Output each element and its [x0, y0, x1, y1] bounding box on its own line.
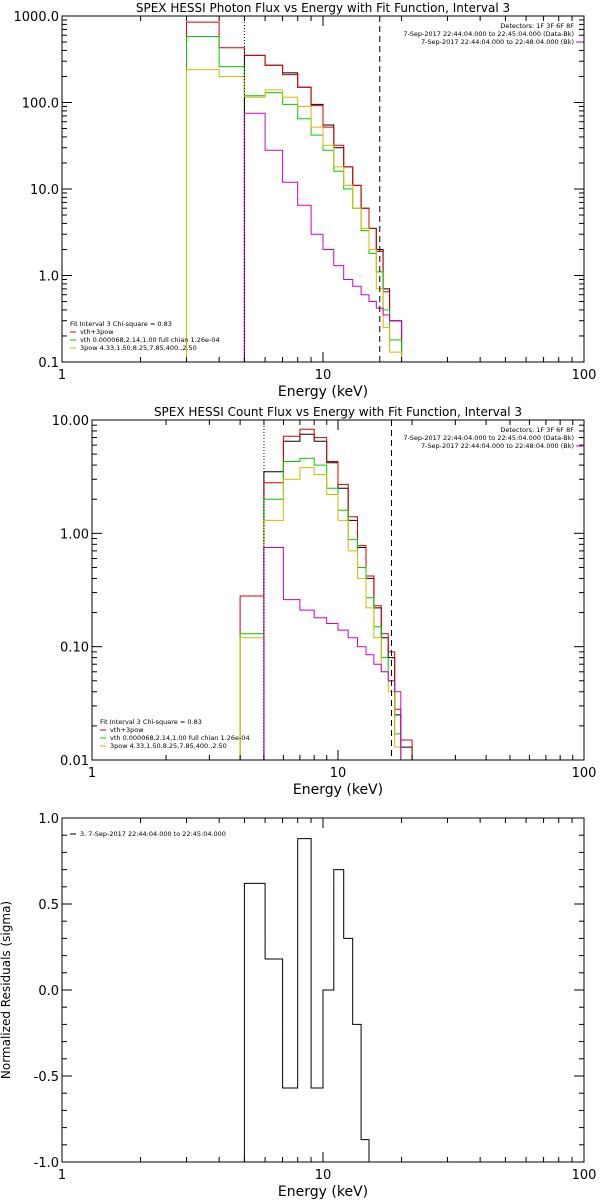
panel2-series-1	[239, 428, 413, 760]
panel3-ytick-label-0: -1.0	[34, 1156, 59, 1171]
panel3-ytick-label-3: 0.5	[38, 898, 59, 913]
panel3-ytick-label-4: 1.0	[38, 812, 59, 827]
panel2-ytick-label-1: 0.10	[60, 641, 89, 656]
panel2-info-2: 7-Sep-2017 22:44:04.000 to 22:48:04.000 …	[421, 442, 574, 450]
panel3-legend-0: 3. 7-Sep-2017 22:44:04.000 to 22:45:04.0…	[80, 830, 226, 838]
panel1-legend-0: Fit Interval 3 Chi-square = 0.83	[70, 320, 172, 328]
panel3-xlabel: Energy (keV)	[278, 1184, 368, 1200]
panel2-ytick-label-2: 1.00	[60, 527, 89, 542]
panel1-legend-3: 3pow 4.33,1.50,8.25,7.85,400.,2.50	[80, 344, 197, 352]
panel2-xtick-label-1: 10	[330, 766, 347, 781]
panel1-series-4	[243, 112, 403, 362]
panel1-legend-2: vth 0.000068,2.14,1.00 full chian 1.26e-…	[80, 336, 220, 344]
panel1-ytick-label-4: 1000.0	[14, 10, 60, 25]
panel1-xtick-label-2: 100	[572, 368, 597, 383]
panel1-title: SPEX HESSI Photon Flux vs Energy with Fi…	[136, 1, 510, 15]
panel2-legend-2: vth 0.000068,2.14,1.00 full chian 1.26e-…	[110, 734, 250, 742]
panel3-series-0	[243, 838, 377, 1163]
panel2-legend-3: 3pow 4.33,1.50,8.25,7.85,400.,2.50	[110, 742, 227, 750]
panel1-xlabel: Energy (keV)	[278, 384, 368, 400]
panel2-legend-1: vth+3pow	[110, 726, 144, 734]
panel1-axes-frame	[61, 15, 585, 363]
panel2-ytick-label-0: 0.01	[60, 754, 89, 769]
panel1-ytick-label-0: 0.1	[38, 356, 59, 371]
panel3-xtick-label-0: 1	[58, 1168, 66, 1183]
panel2-series-4	[263, 547, 402, 760]
panel1-info-2: 7-Sep-2017 22:44:04.000 to 22:48:04.000 …	[421, 38, 574, 46]
panel1-ytick-label-2: 10.0	[30, 183, 59, 198]
panel3-ylabel: Normalized Residuals (sigma)	[0, 901, 13, 1079]
panel1-info-0: Detectors: 1F 3F 6F 8F	[500, 22, 574, 30]
panel3-xtick-label-1: 10	[315, 1168, 332, 1183]
panel2-xtick-label-0: 1	[88, 766, 96, 781]
panel2-xlabel: Energy (keV)	[293, 782, 383, 798]
panel2-info-0: Detectors: 1F 3F 6F 8F	[500, 426, 574, 434]
panel1-xtick-label-0: 1	[58, 368, 66, 383]
panel1-info-1: 7-Sep-2017 22:44:04.000 to 22:45:04.000 …	[403, 30, 574, 38]
panel2-title: SPEX HESSI Count Flux vs Energy with Fit…	[154, 405, 522, 419]
panel1-xtick-label-1: 10	[315, 368, 332, 383]
panel2-info-1: 7-Sep-2017 22:44:04.000 to 22:45:04.000 …	[403, 434, 574, 442]
panel1-series-2	[186, 36, 403, 362]
panel3-xtick-label-2: 100	[572, 1168, 597, 1183]
panel2-legend-0: Fit Interval 3 Chi-square = 0.83	[100, 718, 202, 726]
panel1-legend-1: vth+3pow	[80, 328, 114, 336]
panel1-ytick-label-3: 100.0	[22, 97, 59, 112]
panel2-ytick-label-3: 10.00	[52, 414, 89, 429]
panel2-series-2	[239, 457, 413, 761]
panel1-ytick-label-1: 1.0	[38, 270, 59, 285]
panel3-ytick-label-2: 0.0	[38, 984, 59, 999]
panel3-ytick-label-1: -0.5	[34, 1070, 59, 1085]
panel1-series-0	[243, 54, 403, 362]
panel2-xtick-label-2: 100	[572, 766, 597, 781]
